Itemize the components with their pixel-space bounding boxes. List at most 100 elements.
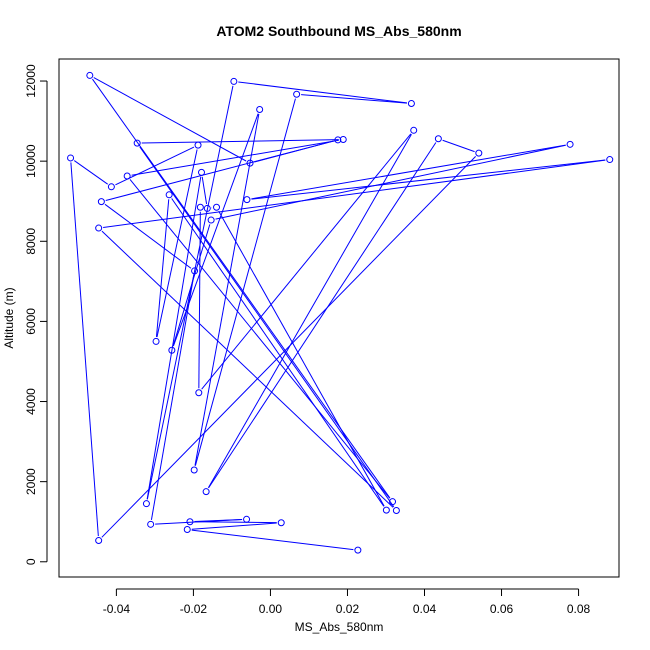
series-line	[70, 77, 606, 551]
data-point	[142, 500, 150, 508]
data-point	[606, 156, 614, 164]
line-segment	[194, 98, 296, 466]
x-tick-label: -0.04	[103, 602, 131, 616]
y-tick-label: 12000	[24, 64, 38, 98]
x-tick-label: 0.00	[259, 602, 283, 616]
line-segment	[93, 77, 247, 162]
line-segment	[156, 149, 198, 338]
line-segment	[70, 162, 99, 537]
data-point	[354, 546, 362, 554]
line-segment	[141, 139, 339, 144]
line-segment	[215, 144, 566, 220]
data-point	[183, 526, 191, 534]
data-point	[277, 519, 285, 527]
y-tick-label: 0	[24, 558, 38, 565]
data-point	[230, 77, 238, 85]
data-point	[95, 224, 103, 232]
line-segment	[442, 139, 475, 153]
data-point	[95, 537, 103, 545]
line-segment	[171, 198, 385, 507]
data-point	[410, 126, 418, 134]
line-segment	[103, 159, 606, 228]
line-segment	[131, 139, 339, 176]
data-point	[203, 204, 211, 212]
data-point	[256, 105, 264, 113]
data-point	[194, 141, 202, 149]
series-points	[67, 71, 614, 554]
line-segment	[194, 113, 260, 466]
data-point	[475, 149, 483, 157]
data-point	[196, 203, 204, 211]
data-point	[133, 139, 141, 147]
y-tick-label: 10000	[24, 144, 38, 178]
x-tick-label: 0.06	[490, 602, 514, 616]
y-axis-label: Altitude (m)	[2, 287, 16, 348]
line-segment	[251, 159, 606, 200]
data-point	[389, 498, 397, 506]
data-point	[123, 172, 131, 180]
line-segment	[201, 133, 412, 390]
data-point	[191, 267, 199, 275]
line-segment	[146, 176, 202, 500]
line-segment	[101, 230, 394, 508]
line-segment	[254, 140, 334, 163]
line-segment	[101, 156, 477, 538]
line-segment	[207, 133, 412, 489]
x-tick-label: 0.08	[567, 602, 591, 616]
line-segment	[218, 210, 385, 507]
data-point	[186, 518, 194, 526]
data-point	[147, 520, 155, 528]
data-point	[246, 159, 254, 167]
line-segment	[194, 521, 277, 524]
line-segment	[201, 176, 208, 205]
line-segment	[129, 179, 391, 499]
data-point	[207, 216, 215, 224]
line-segment	[208, 142, 437, 489]
data-point	[168, 346, 176, 354]
line-segment	[155, 519, 243, 525]
data-point	[86, 71, 94, 79]
y-tick-label: 6000	[24, 308, 38, 335]
y-tick-label: 8000	[24, 228, 38, 255]
data-point	[434, 135, 442, 143]
chart-title: ATOM2 Southbound MS_Abs_580nm	[216, 23, 461, 39]
line-segment	[198, 211, 201, 389]
data-point	[243, 515, 251, 523]
data-point	[334, 136, 342, 144]
plot-frame	[58, 58, 620, 578]
data-point	[202, 488, 210, 496]
data-point	[107, 183, 115, 191]
data-point	[566, 140, 574, 148]
y-tick-label: 4000	[24, 388, 38, 415]
x-tick-label: 0.02	[336, 602, 360, 616]
line-segment	[155, 199, 170, 337]
data-point	[97, 198, 105, 206]
data-point	[213, 203, 221, 211]
line-segment	[251, 144, 566, 200]
line-segment	[104, 203, 192, 269]
data-point	[198, 168, 206, 176]
x-axis-label: MS_Abs_580nm	[295, 620, 384, 634]
data-point	[195, 389, 203, 397]
line-segment	[238, 81, 408, 104]
data-point	[243, 196, 251, 204]
data-point	[67, 154, 75, 162]
data-point	[165, 191, 173, 199]
data-point	[392, 506, 400, 514]
data-point	[293, 90, 301, 98]
line-segment	[146, 85, 234, 500]
data-point	[152, 337, 160, 345]
data-point	[339, 136, 347, 144]
data-point	[190, 466, 198, 474]
line-segment	[73, 160, 108, 185]
line-segment	[191, 522, 277, 530]
x-tick-label: 0.04	[413, 602, 437, 616]
y-tick-label: 2000	[24, 468, 38, 495]
data-point	[382, 506, 390, 514]
y-axis: 0 2000 4000 6000 8000 10000 12000	[24, 64, 48, 565]
data-point	[407, 99, 415, 107]
line-segment	[191, 529, 354, 551]
x-tick-label: -0.02	[180, 602, 208, 616]
x-axis: -0.04 -0.02 0.00 0.02 0.04 0.06 0.08	[103, 588, 591, 616]
